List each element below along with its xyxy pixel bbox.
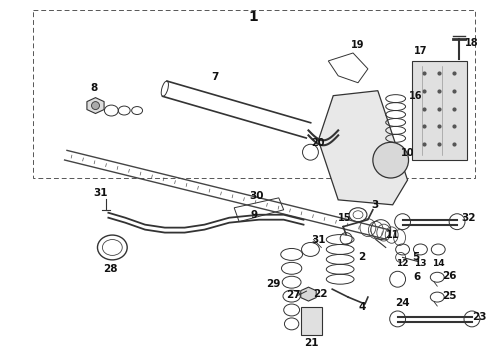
Text: 22: 22 — [313, 289, 328, 299]
Polygon shape — [87, 98, 104, 113]
Text: 18: 18 — [465, 38, 479, 48]
Text: 17: 17 — [414, 46, 427, 56]
Text: 21: 21 — [304, 338, 319, 348]
FancyBboxPatch shape — [300, 307, 322, 335]
Text: 10: 10 — [401, 148, 414, 158]
Text: 6: 6 — [414, 272, 421, 282]
Text: 4: 4 — [358, 302, 366, 312]
Text: 30: 30 — [250, 191, 264, 201]
Text: 19: 19 — [351, 40, 365, 50]
Text: 16: 16 — [409, 91, 422, 101]
Text: 20: 20 — [312, 138, 325, 148]
Text: 13: 13 — [414, 259, 427, 268]
Text: 15: 15 — [339, 213, 352, 223]
Text: 1: 1 — [249, 10, 259, 24]
Polygon shape — [318, 91, 408, 205]
Text: 27: 27 — [286, 290, 301, 300]
Text: 26: 26 — [442, 271, 456, 281]
Text: 31: 31 — [93, 188, 108, 198]
Text: 14: 14 — [432, 259, 444, 268]
Bar — [33, 10, 475, 178]
Text: 11: 11 — [386, 230, 399, 239]
Text: 32: 32 — [462, 213, 476, 223]
FancyBboxPatch shape — [413, 61, 467, 160]
Text: 9: 9 — [250, 210, 258, 220]
Text: 25: 25 — [442, 291, 456, 301]
Text: 23: 23 — [472, 312, 487, 322]
Text: 28: 28 — [103, 264, 118, 274]
Text: 3: 3 — [371, 200, 378, 210]
Text: 2: 2 — [358, 252, 366, 262]
Text: 12: 12 — [396, 259, 409, 268]
Text: 5: 5 — [412, 252, 419, 262]
Polygon shape — [301, 287, 316, 301]
Circle shape — [373, 142, 409, 178]
Text: 24: 24 — [395, 298, 410, 308]
Text: 29: 29 — [267, 279, 281, 289]
Text: 8: 8 — [90, 83, 97, 93]
Text: 7: 7 — [211, 72, 219, 82]
Circle shape — [92, 102, 99, 109]
Text: 31: 31 — [311, 234, 326, 244]
